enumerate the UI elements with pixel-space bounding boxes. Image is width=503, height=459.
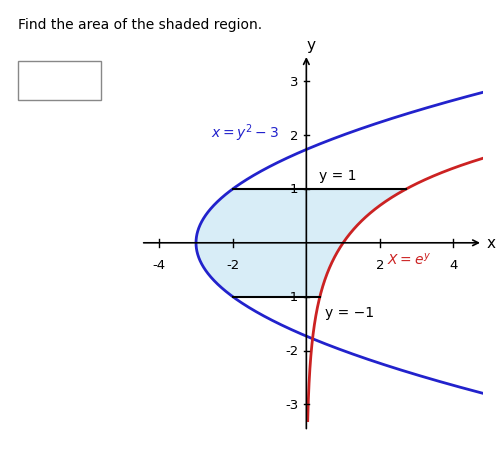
Text: Find the area of the shaded region.: Find the area of the shaded region. xyxy=(18,18,262,32)
Text: 1: 1 xyxy=(290,183,298,196)
Text: 3: 3 xyxy=(290,75,298,89)
Text: 2: 2 xyxy=(376,258,384,271)
Text: -2: -2 xyxy=(285,344,298,357)
Text: y: y xyxy=(306,38,315,52)
Text: y = −1: y = −1 xyxy=(325,305,374,319)
Text: $X = e^y$: $X = e^y$ xyxy=(387,252,432,268)
Text: $x = y^2 - 3$: $x = y^2 - 3$ xyxy=(211,122,279,144)
Text: -1: -1 xyxy=(285,291,298,303)
Text: -2: -2 xyxy=(226,258,239,271)
Text: y = 1: y = 1 xyxy=(319,168,357,183)
Text: -4: -4 xyxy=(153,258,166,271)
Text: 2: 2 xyxy=(290,129,298,142)
Text: x: x xyxy=(486,236,495,251)
Text: 4: 4 xyxy=(449,258,458,271)
Text: -3: -3 xyxy=(285,398,298,411)
